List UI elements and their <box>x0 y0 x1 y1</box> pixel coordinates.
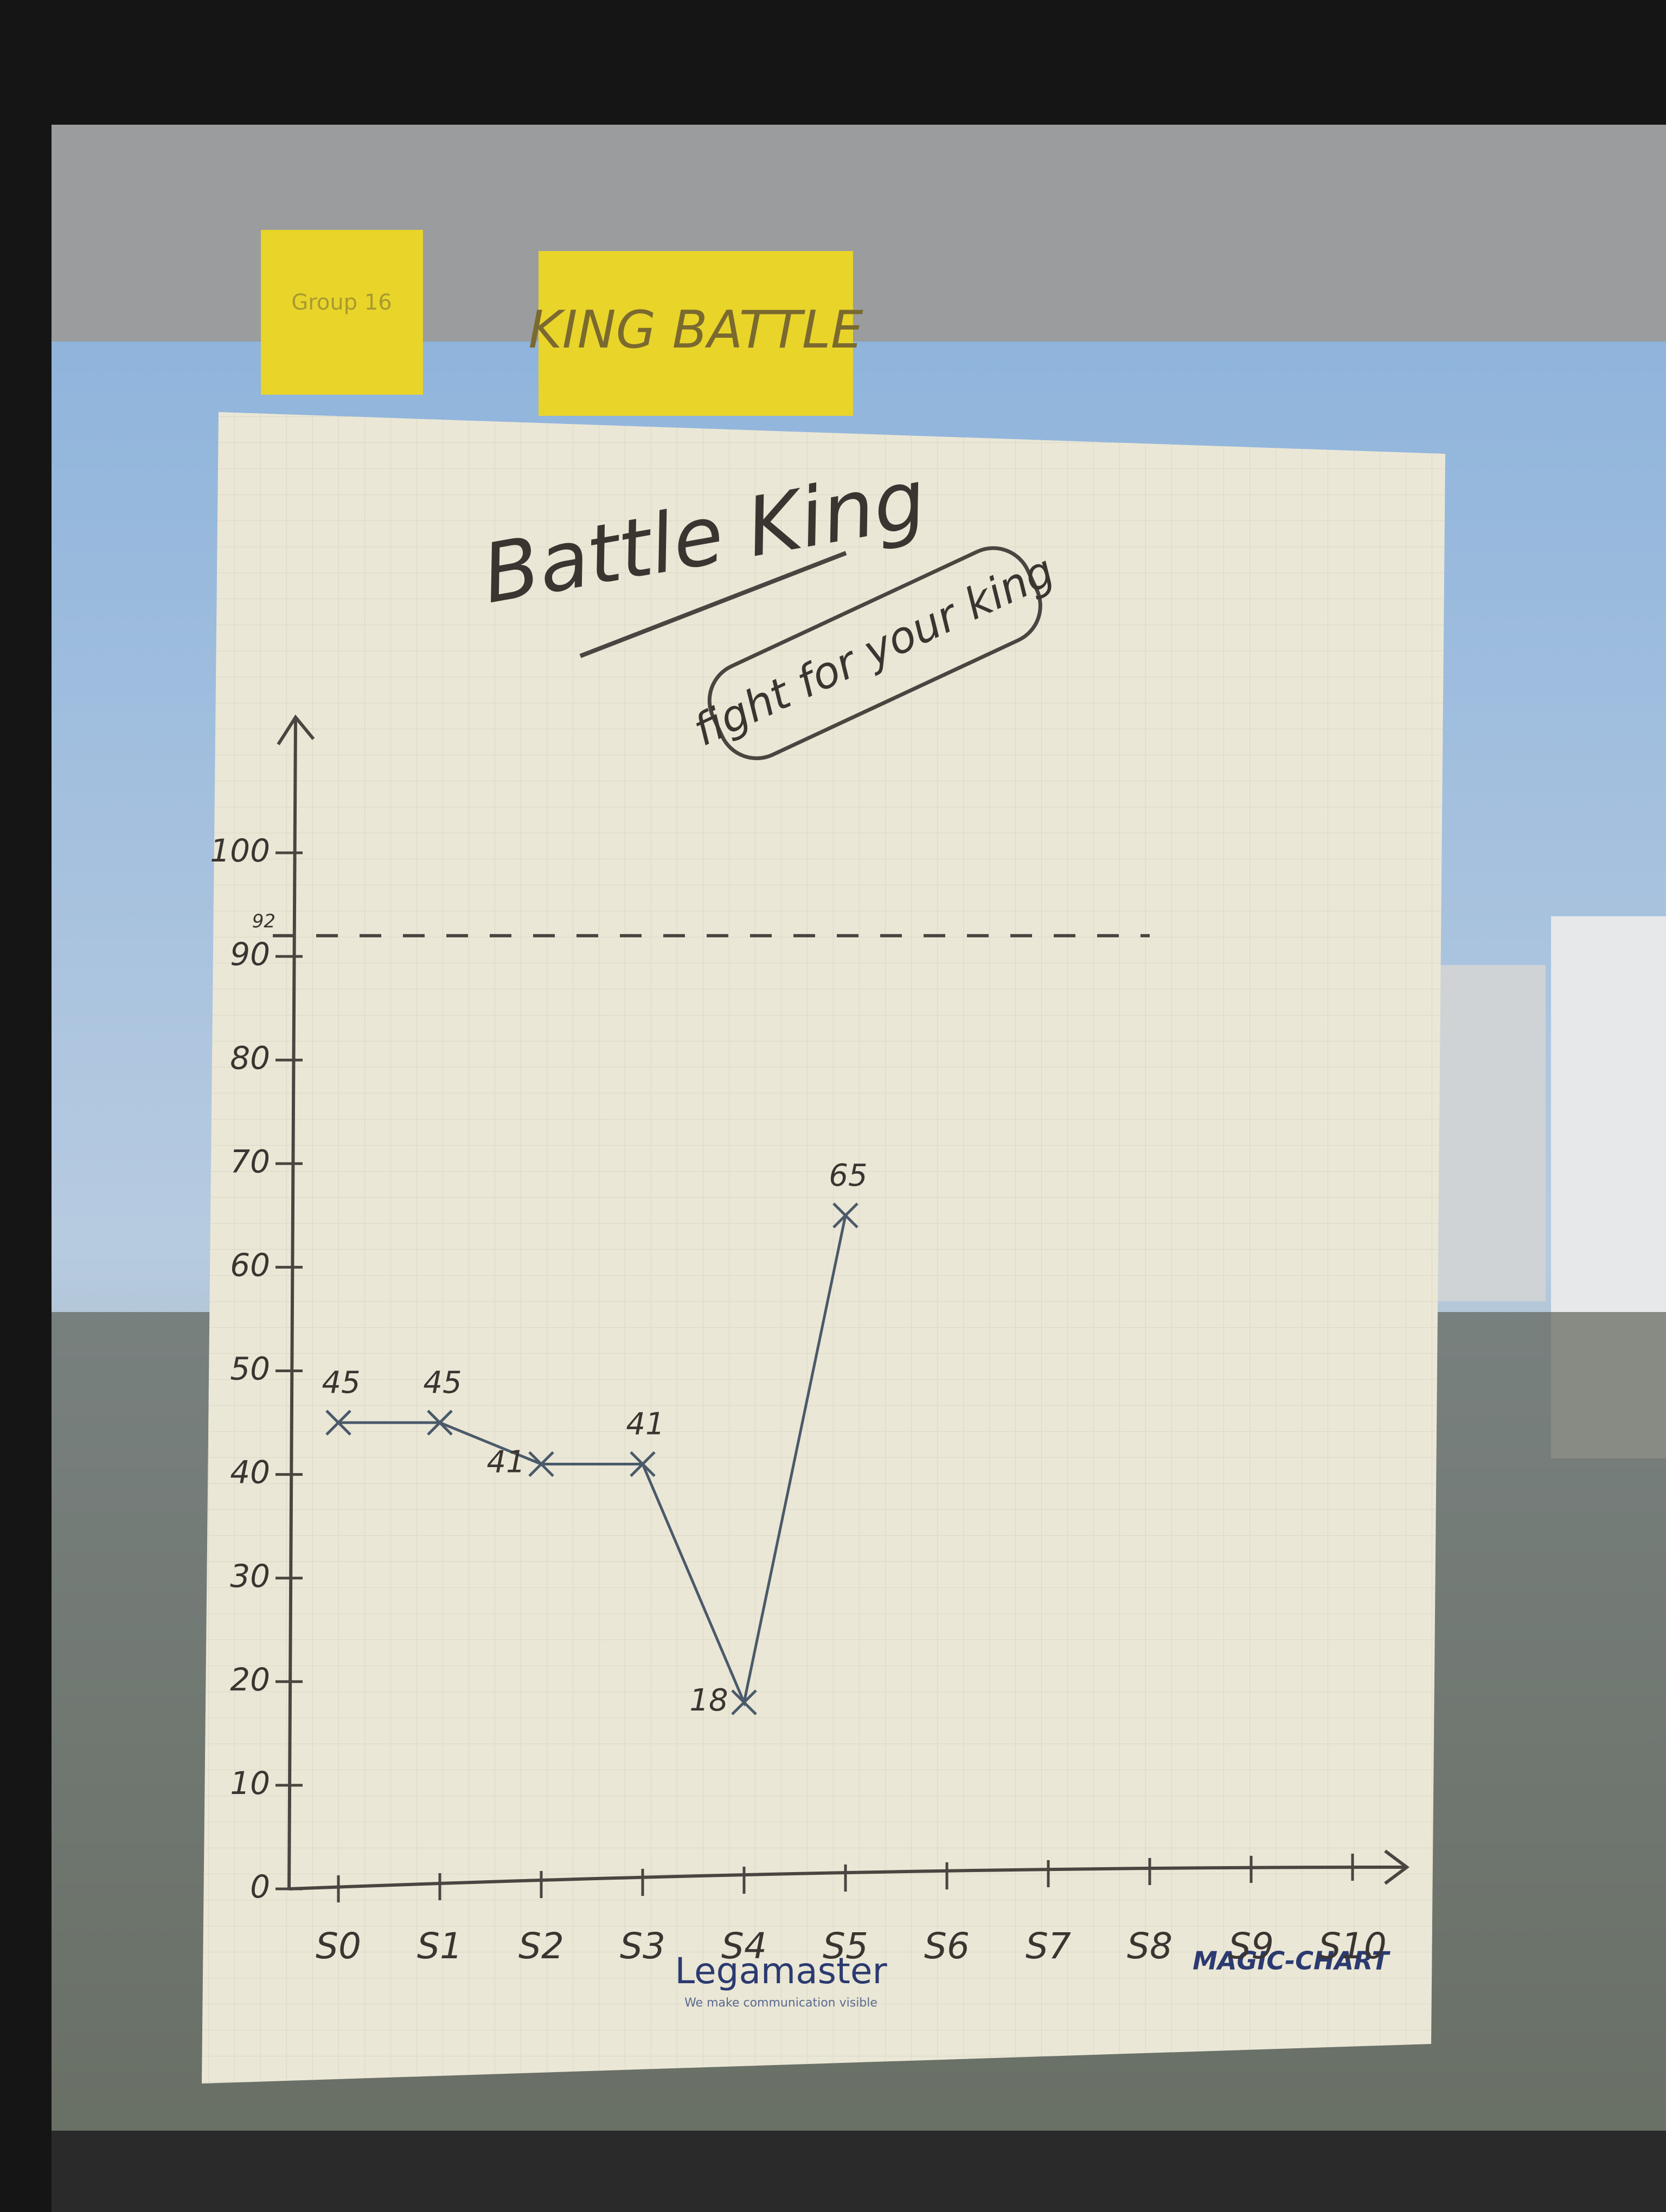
y-tick-label: 100 <box>210 832 270 869</box>
x-tick-label: S7 <box>1026 1925 1071 1967</box>
brand: Legamaster <box>675 1950 887 1992</box>
y-tick-label: 70 <box>230 1143 270 1180</box>
data-label: 41 <box>626 1407 664 1442</box>
x-tick-label: S0 <box>316 1925 361 1967</box>
x-tick-label: S1 <box>417 1925 463 1967</box>
x-tick-label: S6 <box>924 1925 970 1967</box>
reference-label: 92 <box>252 910 275 932</box>
x-tick-label: S10 <box>1318 1925 1387 1967</box>
x-tick-label: S4 <box>721 1925 767 1967</box>
x-tick-label: S8 <box>1127 1925 1172 1967</box>
data-label: 65 <box>829 1158 867 1193</box>
data-label: 41 <box>486 1445 525 1480</box>
underline <box>579 551 847 658</box>
data-label: 18 <box>689 1683 728 1718</box>
y-tick-label: 40 <box>230 1454 270 1491</box>
sticky-note-text: Group 16 <box>291 290 392 315</box>
x-axis-arrow <box>1384 1849 1409 1885</box>
x-axis <box>289 1866 1407 1891</box>
y-tick-label: 90 <box>230 936 270 973</box>
x-tick-label: S5 <box>823 1925 868 1967</box>
data-point <box>325 1410 351 1436</box>
data-point <box>731 1689 757 1715</box>
data-point <box>630 1451 656 1477</box>
building <box>1437 965 1546 1301</box>
subtitle-frame <box>707 546 1042 761</box>
x-tick-label: S3 <box>620 1925 665 1967</box>
y-tick-label: 80 <box>230 1039 270 1076</box>
data-label: 45 <box>322 1365 360 1400</box>
y-tick-label: 50 <box>230 1351 270 1387</box>
y-axis <box>287 717 297 1889</box>
sticky-note <box>539 251 853 416</box>
data-line <box>338 1215 847 1707</box>
y-tick-label: 0 <box>250 1868 270 1905</box>
sticky-note-text: KING BATTLE <box>528 300 863 360</box>
sticky-note <box>261 230 423 395</box>
y-tick-label: 10 <box>230 1765 270 1802</box>
brand-tagline: We make communication visible <box>684 1996 877 2010</box>
y-tick-label: 20 <box>230 1661 270 1698</box>
data-point <box>427 1410 453 1436</box>
data-point <box>528 1451 554 1477</box>
y-tick-label: 60 <box>230 1247 270 1284</box>
y-tick-label: 30 <box>230 1558 270 1594</box>
paper-grid <box>202 412 1445 2084</box>
data-point <box>832 1203 858 1229</box>
x-tick-label: S2 <box>518 1925 564 1967</box>
sill <box>52 2131 1666 2212</box>
y-axis-arrow <box>277 714 315 745</box>
data-label: 45 <box>423 1365 462 1400</box>
product-name: MAGIC-CHART <box>1193 1946 1391 1976</box>
x-tick-label: S9 <box>1228 1925 1274 1967</box>
